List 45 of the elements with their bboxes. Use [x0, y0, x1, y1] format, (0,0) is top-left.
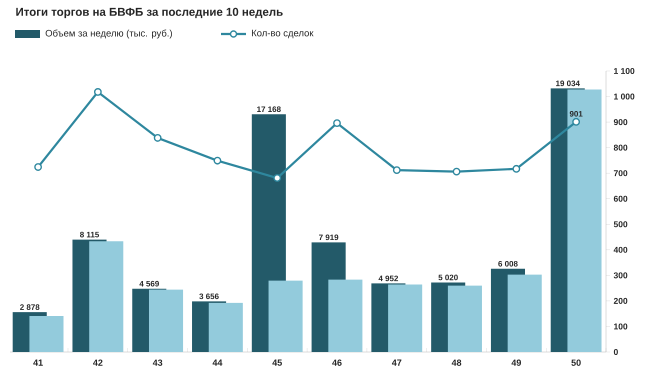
point: [392, 166, 401, 174]
y2-tick-label: 300: [614, 272, 628, 278]
x-tick-label: 41: [33, 360, 43, 366]
x-tick-label: 42: [93, 360, 102, 366]
bar: [148, 290, 184, 352]
point: [572, 118, 580, 126]
legend-label: Объем за неделю (тыс. руб.): [46, 30, 172, 38]
bar: [29, 316, 64, 352]
point: [214, 156, 222, 165]
y2-tick-label: 500: [614, 221, 628, 228]
point: [452, 168, 460, 176]
x-tick-label: 46: [332, 360, 342, 366]
x-tick-label: 50: [571, 360, 581, 366]
bar: [89, 241, 124, 352]
bar: [388, 284, 422, 352]
x-tick-label: 43: [152, 360, 162, 366]
point: [34, 163, 42, 171]
chart-title: Итоги торгов на БВФБ за последние 10 недель: [16, 8, 283, 18]
bar: [208, 302, 243, 352]
y2-tick-label: 700: [614, 170, 628, 176]
point: [333, 119, 341, 128]
y2-tick-label: 400: [614, 246, 628, 253]
bar: [328, 280, 362, 352]
x-tick-label: 45: [272, 360, 282, 366]
point: [273, 174, 282, 182]
y2-tick-label: 800: [614, 144, 628, 151]
y2-tick-label: 1 000: [614, 94, 634, 100]
x-tick-label: 49: [511, 360, 521, 366]
y2-tick-label: 0: [614, 349, 618, 355]
point: [94, 88, 102, 96]
x-tick-label: 48: [452, 360, 462, 366]
y2-tick-label: 100: [614, 323, 628, 330]
bar: [508, 274, 542, 352]
y2-tick-label: 200: [614, 298, 628, 304]
x-tick-label: 44: [212, 360, 222, 366]
x-tick-label: 47: [392, 360, 402, 366]
legend-label: Кол-во сделок: [252, 30, 314, 38]
y2-tick-label: 1 100: [614, 68, 634, 74]
point: [154, 134, 162, 142]
y2-tick-label: 600: [614, 196, 628, 202]
bar: [268, 280, 303, 352]
point: [512, 164, 520, 173]
bar: [448, 286, 482, 352]
bar: [567, 90, 602, 352]
y2-tick-label: 900: [614, 119, 628, 126]
